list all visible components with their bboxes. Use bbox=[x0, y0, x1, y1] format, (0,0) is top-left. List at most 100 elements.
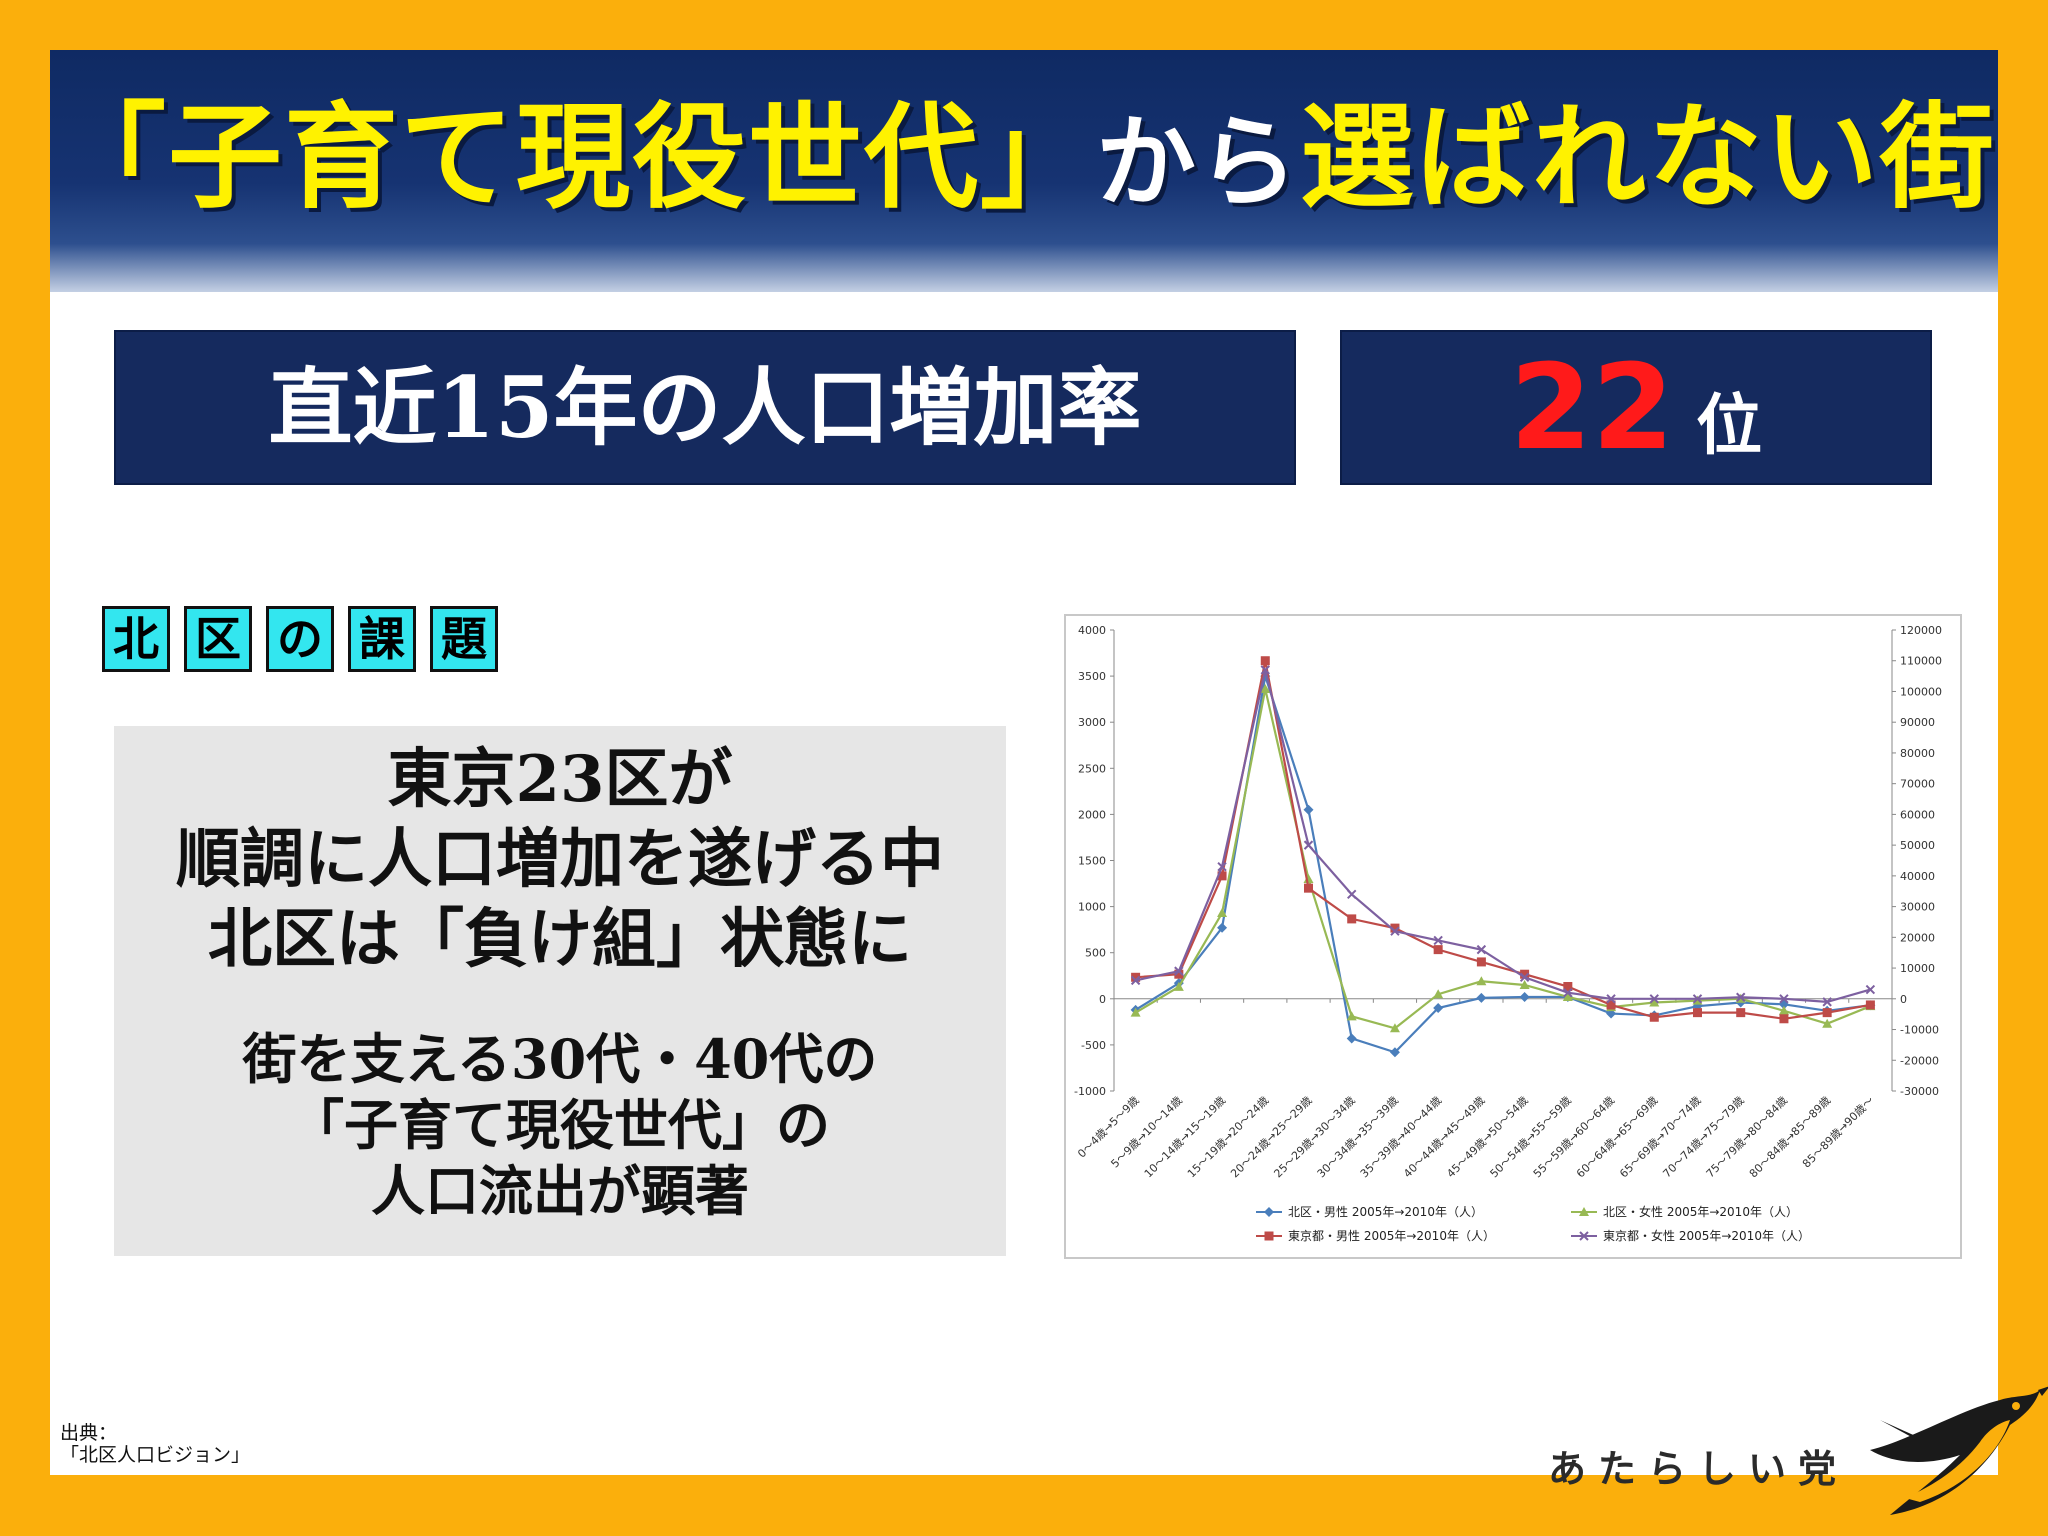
x-tick-label: 50～54歳→55～59歳 bbox=[1488, 1094, 1574, 1180]
y-right-tick-label: 40000 bbox=[1900, 870, 1935, 883]
data-point bbox=[1476, 944, 1487, 955]
data-point bbox=[1347, 914, 1357, 924]
title-highlight-1: 「子育て現役世代」 bbox=[51, 91, 1096, 224]
y-left-tick-label: 0 bbox=[1099, 993, 1106, 1006]
issue-detail: 街を支える30代・40代の 「子育て現役世代」の 人口流出が顕著 bbox=[114, 1026, 1006, 1224]
y-right-tick-label: 110000 bbox=[1900, 655, 1942, 668]
stat-rank-box: 22 位 bbox=[1340, 330, 1932, 485]
y-left-tick-label: 1500 bbox=[1078, 855, 1106, 868]
issue-tag: の bbox=[266, 606, 334, 672]
slide-content: 「子育て現役世代」から選ばれない街 直近15年の人口増加率 22 位 北 区 の … bbox=[50, 50, 1998, 1475]
data-point bbox=[1131, 972, 1141, 982]
data-point bbox=[1389, 1023, 1400, 1033]
rank-number: 22 bbox=[1509, 338, 1675, 476]
issue-sub-line: 人口流出が顕著 bbox=[371, 1159, 749, 1223]
data-point bbox=[1303, 840, 1314, 850]
issue-line: 順調に人口増加を遂げる中 bbox=[176, 822, 944, 897]
data-point bbox=[1736, 992, 1746, 1002]
data-point bbox=[1433, 935, 1443, 946]
data-point bbox=[1865, 984, 1876, 995]
population-chart: 4000 3500 3000 2500 2000 1500 1000 500 0 -500 -100… bbox=[1064, 614, 1962, 1259]
data-point bbox=[1174, 969, 1184, 979]
rank-suffix: 位 bbox=[1696, 386, 1763, 464]
data-point bbox=[1563, 982, 1573, 992]
data-point bbox=[1217, 922, 1228, 933]
series-line bbox=[1135, 660, 1871, 1020]
data-point bbox=[1264, 1207, 1274, 1217]
x-tick-label: 75～79歳→80～84歳 bbox=[1704, 1094, 1790, 1180]
source-citation: 出典： 「北区人口ビジョン」 bbox=[60, 1422, 250, 1466]
legend-label: 東京都・女性 2005年→2010年（人） bbox=[1603, 1228, 1810, 1243]
y-left-tick-label: 2500 bbox=[1078, 762, 1106, 775]
data-point bbox=[1822, 1018, 1833, 1028]
x-tick-label: 10～14歳→15～19歳 bbox=[1142, 1094, 1228, 1180]
y-left-tick-label: 4000 bbox=[1078, 624, 1106, 637]
y-right-tick-label: -30000 bbox=[1900, 1085, 1939, 1098]
issue-tag: 区 bbox=[184, 606, 252, 672]
data-point bbox=[1389, 1047, 1400, 1058]
y-right-tick-label: 100000 bbox=[1900, 685, 1942, 698]
data-point bbox=[1260, 684, 1271, 694]
issue-box: 東京23区が 順調に人口増加を遂げる中 北区は「負け組」状態に 街を支える30代… bbox=[114, 726, 1006, 1256]
data-point bbox=[1303, 804, 1314, 815]
source-label: 出典： bbox=[60, 1422, 118, 1444]
data-point bbox=[1519, 972, 1530, 982]
x-tick-label: 35～39歳→40～44歳 bbox=[1358, 1094, 1444, 1180]
y-right-tick-label: 50000 bbox=[1900, 839, 1935, 852]
brand-name: あたらしい党 bbox=[1548, 1447, 1849, 1491]
data-point bbox=[1304, 883, 1313, 893]
data-point bbox=[1649, 1012, 1659, 1022]
stat-label: 直近15年の人口増加率 bbox=[268, 358, 1142, 457]
y-right-tick-label: 80000 bbox=[1900, 747, 1935, 760]
issue-tag: 北 bbox=[102, 606, 170, 672]
data-point bbox=[1346, 1033, 1357, 1044]
x-tick-label: 20～24歳→25～29歳 bbox=[1228, 1094, 1314, 1180]
data-point bbox=[1822, 1008, 1832, 1018]
title-banner: 「子育て現役世代」から選ばれない街 bbox=[50, 50, 1998, 292]
x-tick-label: 55～59歳→60～64歳 bbox=[1531, 1094, 1617, 1180]
issue-sub-line: 街を支える30代・40代の bbox=[242, 1027, 878, 1091]
data-point bbox=[1649, 994, 1659, 1004]
data-point bbox=[1778, 1005, 1789, 1015]
x-tick-label: 15～19歳→20～24歳 bbox=[1185, 1094, 1271, 1180]
y-left-tick-label: -500 bbox=[1081, 1039, 1106, 1052]
y-right-tick-label: 90000 bbox=[1900, 716, 1935, 729]
y-right-tick-label: 20000 bbox=[1900, 931, 1935, 944]
y-right-tick-label: 10000 bbox=[1900, 962, 1935, 975]
data-point bbox=[1260, 665, 1270, 675]
data-point bbox=[1519, 991, 1530, 1002]
data-point bbox=[1579, 1207, 1589, 1216]
series-line bbox=[1135, 669, 1871, 1003]
data-point bbox=[1476, 976, 1487, 986]
stat-label-box: 直近15年の人口増加率 bbox=[114, 330, 1296, 485]
data-point bbox=[1822, 997, 1832, 1007]
data-point bbox=[1736, 1008, 1746, 1018]
data-point bbox=[1433, 1003, 1444, 1014]
data-point bbox=[1260, 656, 1270, 666]
data-point bbox=[1562, 991, 1573, 1001]
y-left-tick-label: 2000 bbox=[1078, 808, 1106, 821]
data-point bbox=[1519, 979, 1530, 989]
legend-label: 北区・女性 2005年→2010年（人） bbox=[1603, 1204, 1798, 1219]
data-point bbox=[1579, 1231, 1589, 1241]
data-point bbox=[1347, 889, 1357, 900]
x-tick-label: 30～34歳→35～39歳 bbox=[1315, 1094, 1401, 1180]
data-point bbox=[1779, 994, 1789, 1004]
y-right-tick-label: 30000 bbox=[1900, 901, 1935, 914]
issue-tag: 課 bbox=[348, 606, 416, 672]
data-point bbox=[1865, 1000, 1875, 1010]
data-point bbox=[1433, 989, 1444, 999]
title-connector: から bbox=[1096, 104, 1300, 221]
y-right-tick-label: 60000 bbox=[1900, 808, 1935, 821]
x-tick-label: 80～84歳→85～89歳 bbox=[1747, 1094, 1833, 1180]
data-point bbox=[1476, 957, 1486, 967]
page-title: 「子育て現役世代」から選ばれない街 bbox=[50, 88, 1998, 233]
issue-line: 北区は「負け組」状態に bbox=[208, 902, 912, 977]
data-point bbox=[1476, 992, 1487, 1003]
x-tick-label: 65～69歳→70～74歳 bbox=[1617, 1094, 1703, 1180]
data-point bbox=[1174, 966, 1184, 976]
x-tick-label: 70～74歳→75～79歳 bbox=[1660, 1094, 1746, 1180]
y-left-tick-label: 3000 bbox=[1078, 716, 1106, 729]
x-tick-label: 25～29歳→30～34歳 bbox=[1271, 1094, 1357, 1180]
